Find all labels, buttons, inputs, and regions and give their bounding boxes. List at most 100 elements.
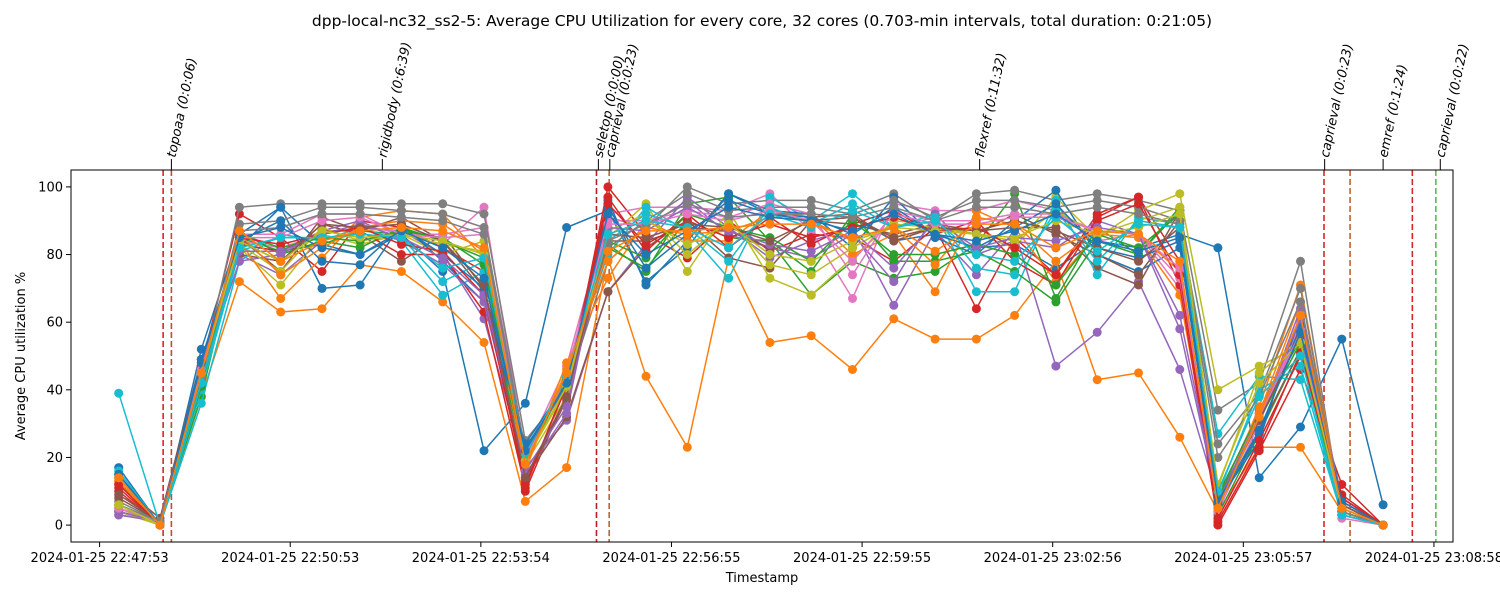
data-point-20-5 bbox=[317, 256, 327, 266]
data-point-19-22 bbox=[1010, 270, 1020, 280]
data-point-7-21 bbox=[971, 189, 981, 199]
data-point-26-22 bbox=[1010, 212, 1020, 222]
data-point-25-10 bbox=[520, 473, 530, 483]
data-point-21-4 bbox=[276, 270, 286, 280]
data-point-29-22 bbox=[1010, 256, 1020, 266]
data-point-26-14 bbox=[682, 209, 692, 219]
y-tick-label-2: 40 bbox=[46, 383, 63, 398]
x-tick-label-1: 2024-01-25 22:50:53 bbox=[221, 551, 359, 566]
data-point-30-11 bbox=[562, 378, 572, 388]
data-point-8-17 bbox=[806, 290, 816, 300]
series-line-8 bbox=[118, 192, 1384, 526]
data-point-27-22 bbox=[1010, 202, 1020, 212]
data-point-12-6 bbox=[355, 243, 365, 253]
data-point-28-17 bbox=[806, 256, 816, 266]
series-31 bbox=[114, 219, 1388, 530]
data-point-29-29 bbox=[1296, 351, 1305, 361]
data-point-4-23 bbox=[1051, 361, 1061, 371]
data-point-8-14 bbox=[682, 267, 692, 276]
data-point-27-17 bbox=[806, 209, 816, 219]
data-point-30-5 bbox=[317, 243, 327, 253]
data-point-29-7 bbox=[396, 233, 406, 243]
data-point-19-21 bbox=[971, 263, 981, 273]
data-point-30-29 bbox=[1296, 327, 1305, 337]
data-point-7-24 bbox=[1092, 189, 1102, 199]
data-point-19-13 bbox=[641, 209, 651, 219]
y-tick-label-0: 0 bbox=[55, 519, 63, 534]
data-point-7-8 bbox=[438, 199, 448, 209]
data-point-9-0 bbox=[114, 388, 124, 398]
data-point-25-19 bbox=[889, 233, 899, 243]
data-point-8-16 bbox=[765, 273, 775, 283]
data-point-31-30 bbox=[1337, 503, 1347, 513]
data-point-30-25 bbox=[1134, 246, 1143, 256]
data-point-9-8 bbox=[438, 290, 448, 300]
data-point-0-28 bbox=[1254, 473, 1264, 483]
data-point-23-28 bbox=[1254, 436, 1264, 445]
data-point-20-15 bbox=[724, 195, 734, 205]
data-point-31-3 bbox=[234, 226, 244, 236]
data-point-12-19 bbox=[889, 256, 899, 266]
data-point-29-18 bbox=[848, 206, 857, 216]
data-point-6-9 bbox=[479, 202, 489, 212]
data-point-18-28 bbox=[1254, 368, 1264, 378]
data-point-31-6 bbox=[355, 226, 365, 236]
data-point-13-25 bbox=[1134, 192, 1143, 202]
data-point-18-14 bbox=[682, 250, 692, 259]
data-point-31-2 bbox=[196, 368, 206, 378]
data-point-1-14 bbox=[682, 442, 692, 452]
data-point-31-22 bbox=[1010, 219, 1020, 229]
data-point-27-19 bbox=[889, 202, 899, 212]
data-point-28-26 bbox=[1175, 209, 1185, 219]
data-point-23-25 bbox=[1134, 199, 1143, 209]
data-point-0-31 bbox=[1378, 500, 1388, 510]
x-axis-label: Timestamp bbox=[725, 571, 799, 586]
data-point-30-18 bbox=[848, 226, 857, 236]
data-point-27-29 bbox=[1296, 297, 1305, 307]
data-point-5-7 bbox=[396, 256, 406, 266]
data-point-19-18 bbox=[848, 199, 857, 209]
data-point-27-9 bbox=[479, 229, 489, 239]
data-point-30-20 bbox=[930, 229, 940, 239]
data-point-9-24 bbox=[1092, 270, 1102, 280]
data-point-28-5 bbox=[317, 226, 327, 236]
data-point-1-20 bbox=[930, 334, 940, 344]
data-point-27-14 bbox=[682, 199, 692, 209]
data-point-10-15 bbox=[724, 189, 734, 199]
data-point-27-6 bbox=[355, 209, 365, 219]
data-point-1-26 bbox=[1175, 432, 1185, 442]
data-point-0-10 bbox=[520, 398, 530, 408]
data-point-31-5 bbox=[317, 236, 327, 246]
data-point-24-21 bbox=[971, 243, 981, 253]
y-axis: 0 20 40 60 80 100 bbox=[38, 180, 71, 534]
data-point-7-9 bbox=[479, 209, 489, 219]
data-point-10-6 bbox=[355, 280, 365, 290]
data-point-31-20 bbox=[930, 246, 940, 256]
data-point-28-21 bbox=[971, 229, 981, 239]
data-point-0-9 bbox=[479, 446, 489, 456]
data-point-27-18 bbox=[848, 212, 857, 222]
data-point-4-19 bbox=[889, 300, 899, 310]
data-point-31-23 bbox=[1051, 243, 1061, 253]
data-point-20-23 bbox=[1051, 199, 1061, 209]
data-point-26-18 bbox=[848, 256, 857, 266]
data-point-30-26 bbox=[1175, 233, 1185, 243]
data-point-31-17 bbox=[806, 219, 816, 229]
data-point-30-23 bbox=[1051, 209, 1061, 219]
data-point-31-8 bbox=[438, 226, 448, 236]
x-tick-label-7: 2024-01-25 23:08:58 bbox=[1365, 551, 1500, 566]
data-point-22-19 bbox=[889, 250, 899, 259]
data-point-11-20 bbox=[930, 287, 940, 297]
data-point-1-13 bbox=[641, 371, 651, 381]
data-point-27-15 bbox=[724, 212, 734, 222]
data-point-17-3 bbox=[234, 219, 244, 229]
data-point-7-14 bbox=[682, 182, 692, 192]
data-point-9-2 bbox=[196, 398, 206, 408]
series-line-28 bbox=[118, 213, 1384, 526]
data-point-24-23 bbox=[1051, 236, 1061, 246]
data-point-19-24 bbox=[1092, 256, 1102, 266]
data-point-1-25 bbox=[1134, 368, 1143, 378]
data-point-25-11 bbox=[562, 392, 572, 402]
data-point-29-30 bbox=[1337, 510, 1347, 520]
